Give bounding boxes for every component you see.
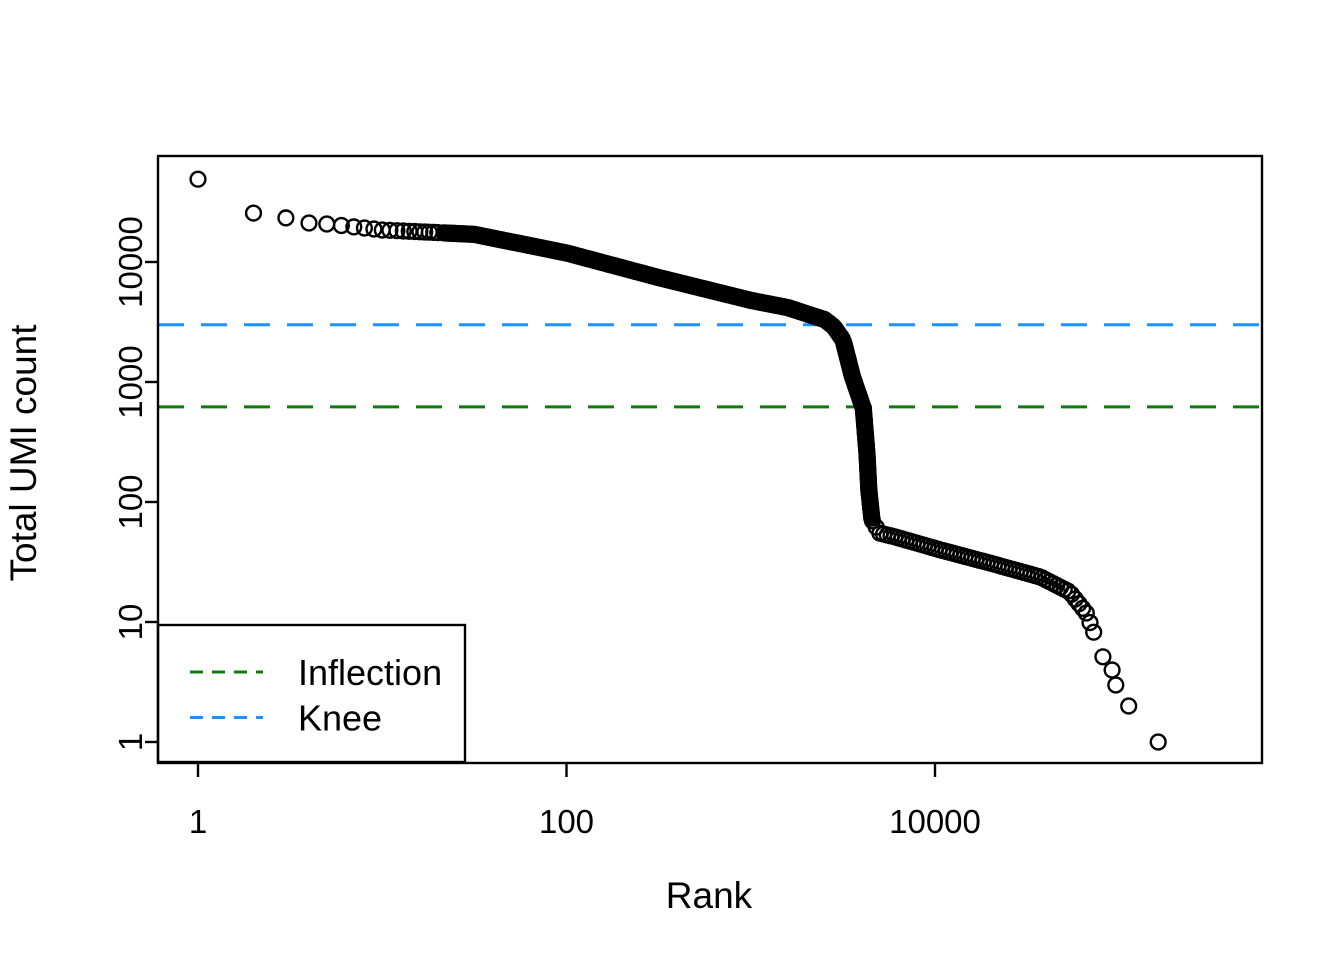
data-point xyxy=(332,216,351,235)
data-point xyxy=(1085,623,1103,641)
x-tick-label-1: 1 xyxy=(189,803,207,840)
data-point xyxy=(1094,648,1112,666)
legend: Inflection Knee xyxy=(156,623,467,764)
x-axis-title: Rank xyxy=(666,875,753,916)
data-point xyxy=(1077,604,1095,622)
data-points-series xyxy=(189,170,1167,751)
data-point xyxy=(277,209,295,227)
y-axis-tick-labels: 1 10 100 1000 10000 xyxy=(112,216,149,751)
data-point xyxy=(300,214,318,232)
data-point xyxy=(1081,613,1099,632)
data-point xyxy=(365,220,383,238)
legend-box xyxy=(156,623,467,764)
y-tick-label-1: 1 xyxy=(112,733,149,751)
legend-label-inflection: Inflection xyxy=(298,652,442,693)
y-tick-label-100: 100 xyxy=(112,474,149,529)
plot-border xyxy=(156,154,1264,765)
data-point xyxy=(1103,661,1121,679)
data-point xyxy=(1149,733,1167,751)
y-tick-label-10: 10 xyxy=(112,604,149,641)
x-tick-label-10000: 10000 xyxy=(889,803,981,840)
data-point xyxy=(1073,599,1092,617)
data-point xyxy=(388,222,406,240)
data-point xyxy=(355,219,374,237)
data-point xyxy=(189,170,207,188)
x-axis-ticks xyxy=(196,763,937,777)
data-point xyxy=(345,218,363,236)
y-tick-label-10000: 10000 xyxy=(112,216,149,308)
y-axis-title: Total UMI count xyxy=(3,324,44,582)
data-point xyxy=(394,222,412,240)
legend-label-knee: Knee xyxy=(298,698,382,739)
data-point xyxy=(1107,676,1125,694)
x-axis-tick-labels: 1 100 10000 xyxy=(189,803,981,840)
y-axis-ticks xyxy=(145,260,158,744)
data-point xyxy=(1120,697,1138,715)
y-tick-label-1000: 1000 xyxy=(112,345,149,418)
data-point xyxy=(244,204,263,222)
x-tick-label-100: 100 xyxy=(539,803,594,840)
data-point xyxy=(381,221,399,239)
data-point xyxy=(318,215,336,233)
